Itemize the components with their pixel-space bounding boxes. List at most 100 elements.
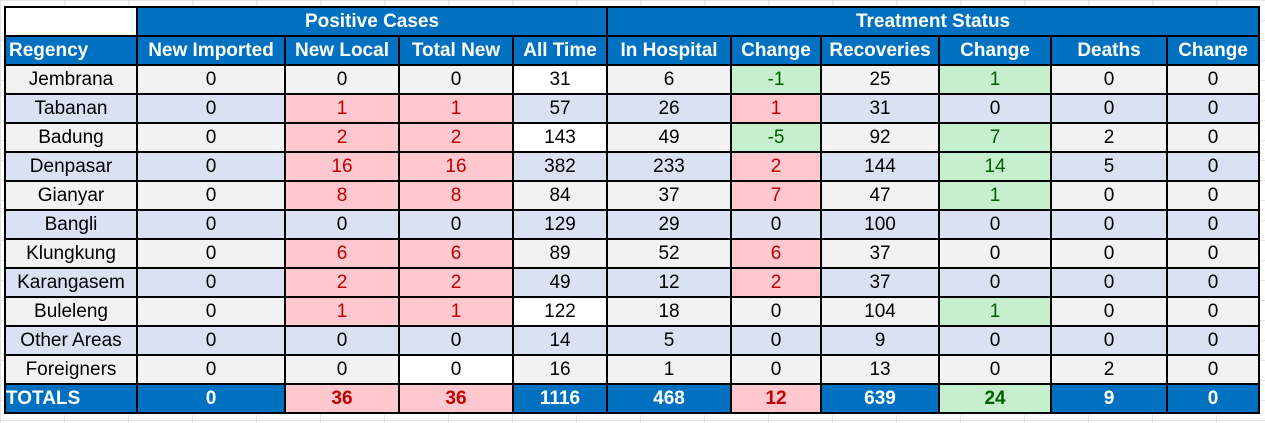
value-cell[interactable]: 144	[820, 151, 941, 182]
value-cell[interactable]: 0	[136, 151, 286, 182]
value-cell[interactable]: 14	[938, 151, 1053, 182]
value-cell[interactable]: 1	[606, 354, 733, 385]
value-cell[interactable]: 14	[511, 325, 609, 356]
value-cell[interactable]: 0	[1166, 151, 1261, 182]
value-cell[interactable]: 0	[136, 180, 286, 211]
value-cell[interactable]: 16	[398, 151, 514, 182]
value-cell[interactable]: 1	[284, 296, 400, 327]
value-cell[interactable]: 6	[606, 64, 733, 95]
value-cell[interactable]: 37	[820, 267, 941, 298]
value-cell[interactable]: 0	[398, 354, 514, 385]
value-cell[interactable]: 2	[730, 151, 823, 182]
value-cell[interactable]: 24	[938, 383, 1053, 414]
value-cell[interactable]: 1	[938, 296, 1053, 327]
value-cell[interactable]: 0	[730, 354, 823, 385]
value-cell[interactable]: 2	[398, 267, 514, 298]
value-cell[interactable]: -1	[730, 64, 823, 95]
value-cell[interactable]: 57	[511, 93, 609, 124]
value-cell[interactable]: 639	[820, 383, 941, 414]
value-cell[interactable]: 0	[398, 325, 514, 356]
value-cell[interactable]: 104	[820, 296, 941, 327]
value-cell[interactable]: 89	[511, 238, 609, 269]
value-cell[interactable]: 5	[606, 325, 733, 356]
value-cell[interactable]: 16	[284, 151, 400, 182]
value-cell[interactable]: 0	[1166, 93, 1261, 124]
value-cell[interactable]: 52	[606, 238, 733, 269]
value-cell[interactable]: 2	[1050, 354, 1169, 385]
value-cell[interactable]: 0	[1166, 383, 1261, 414]
value-cell[interactable]: 8	[284, 180, 400, 211]
value-cell[interactable]: 2	[284, 267, 400, 298]
value-cell[interactable]: 0	[1166, 122, 1261, 153]
value-cell[interactable]: 233	[606, 151, 733, 182]
value-cell[interactable]: 9	[1050, 383, 1169, 414]
group-header-positive-cases[interactable]: Positive Cases	[135, 6, 609, 37]
value-cell[interactable]: 0	[938, 267, 1053, 298]
column-header-7[interactable]: Recoveries	[820, 35, 941, 66]
value-cell[interactable]: 0	[284, 354, 400, 385]
value-cell[interactable]: 0	[938, 325, 1053, 356]
value-cell[interactable]: 0	[730, 325, 823, 356]
value-cell[interactable]: 1	[284, 93, 400, 124]
value-cell[interactable]: 0	[136, 383, 286, 414]
column-header-5[interactable]: In Hospital	[606, 35, 733, 66]
value-cell[interactable]: 12	[730, 383, 823, 414]
regency-name-cell[interactable]: Buleleng	[4, 296, 138, 327]
value-cell[interactable]: 2	[1050, 122, 1169, 153]
value-cell[interactable]: 1	[398, 296, 514, 327]
value-cell[interactable]: 6	[398, 238, 514, 269]
value-cell[interactable]: 0	[730, 209, 823, 240]
value-cell[interactable]: 0	[938, 238, 1053, 269]
value-cell[interactable]: 0	[1166, 325, 1261, 356]
regency-name-cell[interactable]: Denpasar	[4, 151, 138, 182]
value-cell[interactable]: 0	[1166, 296, 1261, 327]
column-header-8[interactable]: Change	[938, 35, 1053, 66]
regency-name-cell[interactable]: Gianyar	[4, 180, 138, 211]
value-cell[interactable]: 29	[606, 209, 733, 240]
value-cell[interactable]: 2	[398, 122, 514, 153]
regency-name-cell[interactable]: Badung	[4, 122, 138, 153]
regency-name-cell[interactable]: Foreigners	[4, 354, 138, 385]
value-cell[interactable]: 2	[284, 122, 400, 153]
value-cell[interactable]: 0	[1050, 267, 1169, 298]
value-cell[interactable]: 0	[136, 122, 286, 153]
value-cell[interactable]: 0	[1166, 209, 1261, 240]
value-cell[interactable]: 0	[284, 209, 400, 240]
value-cell[interactable]: 0	[938, 93, 1053, 124]
value-cell[interactable]: 129	[511, 209, 609, 240]
value-cell[interactable]: 100	[820, 209, 941, 240]
value-cell[interactable]: 0	[136, 64, 286, 95]
value-cell[interactable]: 0	[1050, 296, 1169, 327]
value-cell[interactable]: 31	[820, 93, 941, 124]
value-cell[interactable]: 1	[398, 93, 514, 124]
value-cell[interactable]: 49	[511, 267, 609, 298]
value-cell[interactable]: -5	[730, 122, 823, 153]
value-cell[interactable]: 25	[820, 64, 941, 95]
regency-name-cell[interactable]: TOTALS	[4, 383, 138, 414]
value-cell[interactable]: 37	[820, 238, 941, 269]
value-cell[interactable]: 0	[1050, 325, 1169, 356]
value-cell[interactable]: 143	[511, 122, 609, 153]
value-cell[interactable]: 0	[1050, 93, 1169, 124]
value-cell[interactable]: 0	[1166, 354, 1261, 385]
value-cell[interactable]: 7	[730, 180, 823, 211]
regency-name-cell[interactable]: Jembrana	[4, 64, 138, 95]
column-header-1[interactable]: New Imported	[136, 35, 286, 66]
value-cell[interactable]: 0	[284, 325, 400, 356]
value-cell[interactable]: 382	[511, 151, 609, 182]
value-cell[interactable]: 47	[820, 180, 941, 211]
value-cell[interactable]: 0	[1050, 238, 1169, 269]
value-cell[interactable]: 31	[511, 64, 609, 95]
regency-name-cell[interactable]: Tabanan	[4, 93, 138, 124]
value-cell[interactable]: 0	[730, 296, 823, 327]
column-header-9[interactable]: Deaths	[1050, 35, 1169, 66]
value-cell[interactable]: 0	[1166, 238, 1261, 269]
value-cell[interactable]: 0	[136, 238, 286, 269]
value-cell[interactable]: 0	[1050, 180, 1169, 211]
value-cell[interactable]: 0	[398, 209, 514, 240]
value-cell[interactable]: 0	[136, 267, 286, 298]
value-cell[interactable]: 0	[136, 296, 286, 327]
value-cell[interactable]: 49	[606, 122, 733, 153]
value-cell[interactable]: 8	[398, 180, 514, 211]
value-cell[interactable]: 0	[1050, 64, 1169, 95]
